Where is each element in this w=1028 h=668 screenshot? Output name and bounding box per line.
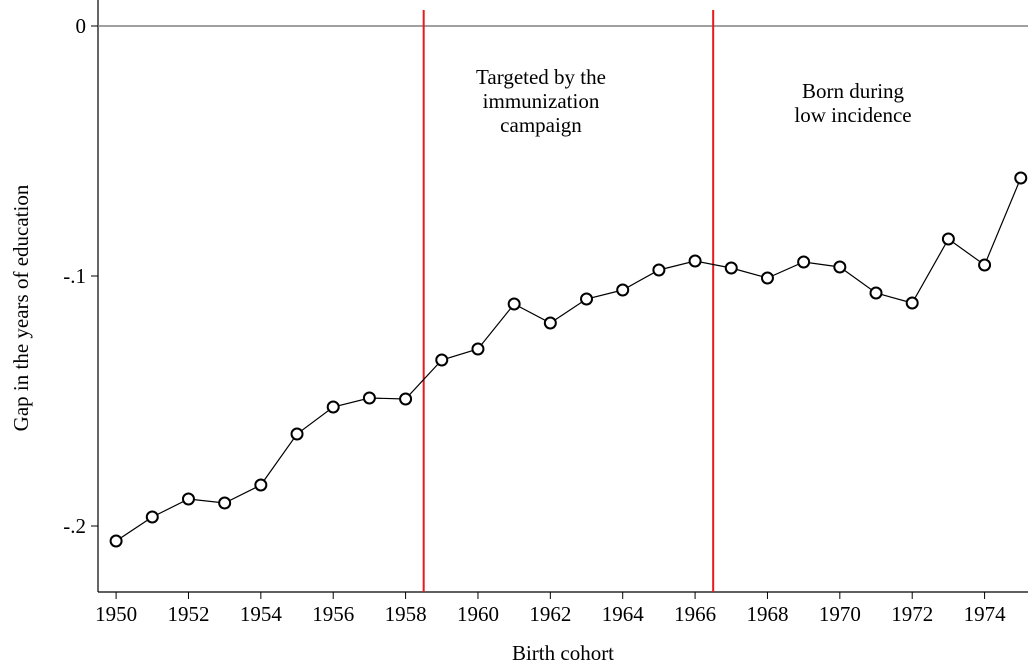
point xyxy=(145,510,159,524)
x-tick-label: 1952 xyxy=(167,602,209,626)
point xyxy=(580,292,594,306)
annotation: campaign xyxy=(500,113,582,137)
point xyxy=(543,316,557,330)
point xyxy=(362,391,376,405)
x-tick-label: 1962 xyxy=(529,602,571,626)
y-tick-label: 0 xyxy=(76,14,87,38)
annotation: immunization xyxy=(483,89,600,113)
point xyxy=(1014,171,1028,185)
series-line xyxy=(115,177,1022,542)
x-tick-label: 1970 xyxy=(819,602,861,626)
y-tick-label: -.1 xyxy=(63,264,86,288)
point xyxy=(616,283,630,297)
y-tick-label: -.2 xyxy=(63,514,86,538)
point xyxy=(326,400,340,414)
annotation: low incidence xyxy=(794,103,911,127)
x-tick-label: 1950 xyxy=(95,602,137,626)
annotation: Born during xyxy=(802,79,905,103)
x-axis-label: Birth cohort xyxy=(512,641,614,665)
point xyxy=(905,296,919,310)
point xyxy=(181,492,195,506)
point xyxy=(724,261,738,275)
point xyxy=(507,297,521,311)
x-tick-label: 1972 xyxy=(891,602,933,626)
annotation: Targeted by the xyxy=(476,65,606,89)
x-tick-label: 1954 xyxy=(240,602,283,626)
point xyxy=(978,258,992,272)
x-tick-label: 1960 xyxy=(457,602,499,626)
point xyxy=(797,255,811,269)
point xyxy=(833,260,847,274)
y-axis-label: Gap in the years of education xyxy=(9,184,33,431)
point xyxy=(290,427,304,441)
point xyxy=(471,342,485,356)
point xyxy=(652,263,666,277)
point xyxy=(941,232,955,246)
point xyxy=(218,496,232,510)
point xyxy=(435,353,449,367)
point xyxy=(760,271,774,285)
point xyxy=(399,392,413,406)
point xyxy=(109,534,123,548)
x-tick-label: 1968 xyxy=(746,602,788,626)
point xyxy=(688,254,702,268)
x-tick-label: 1966 xyxy=(674,602,716,626)
x-tick-label: 1974 xyxy=(964,602,1007,626)
point xyxy=(869,286,883,300)
point xyxy=(254,478,268,492)
x-tick-label: 1956 xyxy=(312,602,354,626)
x-tick-label: 1964 xyxy=(602,602,645,626)
x-tick-label: 1958 xyxy=(385,602,427,626)
